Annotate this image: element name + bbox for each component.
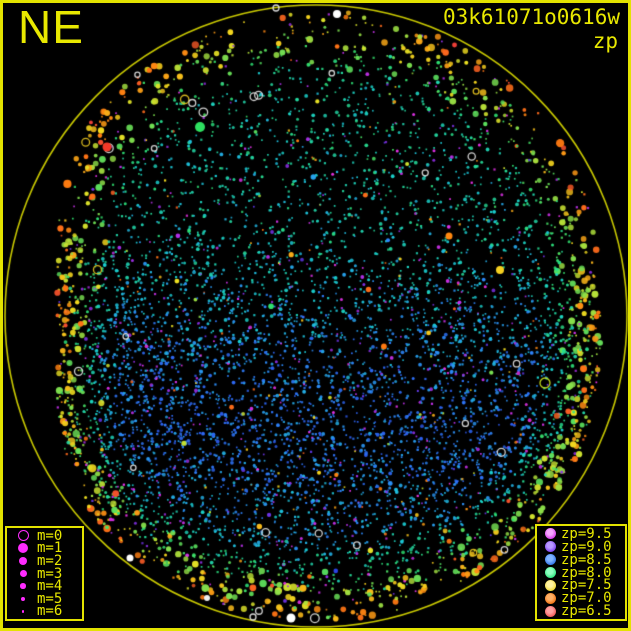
zeropoint-legend: zp=9.5 zp=9.0 zp=8.5 zp=8.0 zp=7.5 zp=7.0 zp=6… <box>535 524 627 621</box>
zp-color-marker <box>544 554 556 566</box>
legend-row: zp=9.5 <box>539 525 623 542</box>
legend-label: zp=8.0 <box>561 564 612 581</box>
magnitude-dot-marker <box>21 596 25 601</box>
legend-row: m=2 <box>9 552 80 569</box>
legend-label: zp=8.5 <box>561 551 612 568</box>
magnitude-dot-marker <box>19 570 27 577</box>
legend-label: m=5 <box>37 590 63 607</box>
legend-row: m=6 <box>9 603 80 620</box>
legend-row: zp=8.0 <box>539 564 623 581</box>
legend-label: zp=7.5 <box>561 577 612 594</box>
legend-label: m=3 <box>37 565 63 582</box>
zp-color-marker <box>544 579 556 591</box>
legend-row: m=0 <box>9 527 80 544</box>
legend-label: m=1 <box>37 540 63 557</box>
legend-row: zp=7.5 <box>539 577 623 594</box>
plot-subtitle: zp <box>592 29 618 53</box>
legend-row: zp=9.0 <box>539 538 623 555</box>
legend-label: zp=7.0 <box>561 590 612 607</box>
legend-label: m=2 <box>37 552 63 569</box>
legend-label: m=6 <box>37 603 63 620</box>
legend-label: zp=6.5 <box>561 603 612 620</box>
zp-color-marker <box>544 541 556 553</box>
zp-color-marker <box>544 528 556 540</box>
magnitude-dot-marker <box>18 556 28 566</box>
legend-label: m=4 <box>37 578 63 595</box>
zp-color-marker <box>544 567 556 578</box>
magnitude-ring-marker <box>17 530 29 542</box>
legend-row: m=3 <box>9 565 80 582</box>
legend-label: m=0 <box>37 527 63 544</box>
legend-row: zp=7.0 <box>539 590 623 607</box>
legend-row: m=5 <box>9 590 80 607</box>
legend-row: m=1 <box>9 540 80 557</box>
magnitude-legend: m=0 m=1 m=2 m=3 m=4 m=5 m=6 <box>5 526 84 621</box>
legend-row: zp=8.5 <box>539 551 623 568</box>
legend-row: m=4 <box>9 578 80 595</box>
magnitude-dot-marker <box>18 543 28 554</box>
magnitude-dot-marker <box>20 583 26 589</box>
zp-color-marker <box>544 592 556 604</box>
legend-label: zp=9.5 <box>561 525 612 542</box>
legend-row: zp=6.5 <box>539 603 623 620</box>
magnitude-dot-marker <box>21 610 25 613</box>
legend-label: zp=9.0 <box>561 538 612 555</box>
plot-corner-label: NE <box>18 1 84 53</box>
plot-title: 03k61071o0616w <box>442 5 620 29</box>
zp-color-marker <box>544 605 556 617</box>
